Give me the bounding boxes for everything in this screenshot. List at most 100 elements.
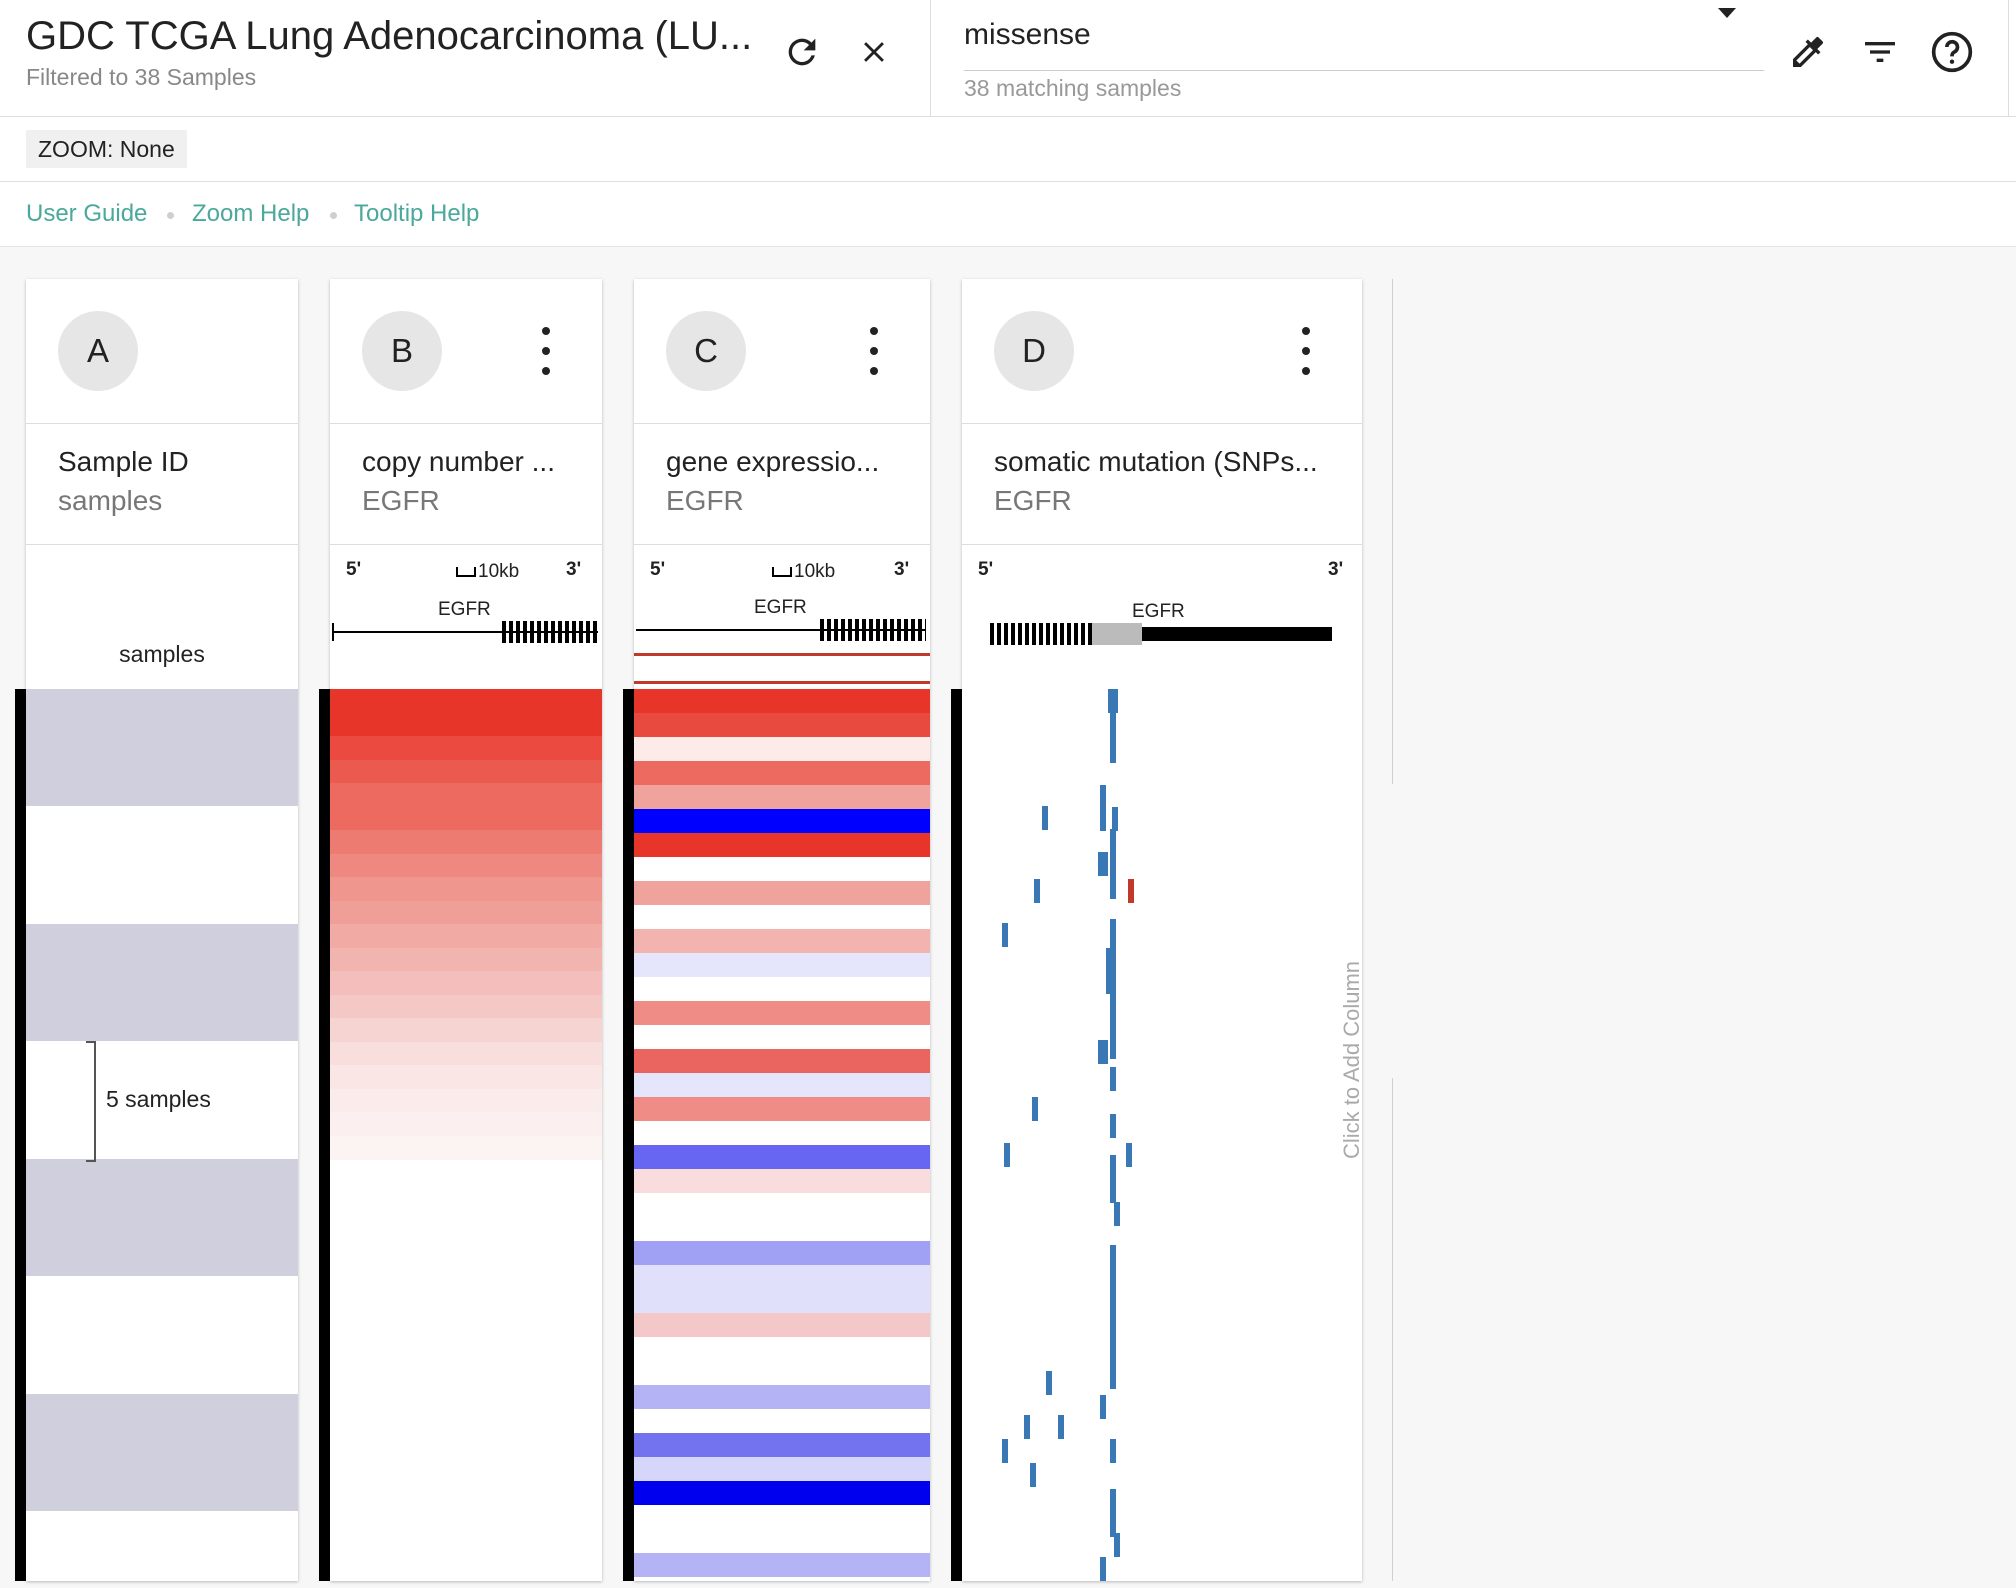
eyedropper-icon[interactable] [1780,24,1836,80]
zoom-help-link[interactable]: Zoom Help [192,200,310,227]
cnv-row [330,759,602,784]
more-vert-icon[interactable] [534,327,558,375]
somatic-mutation-track[interactable] [962,689,1362,1581]
three-prime-label: 3' [894,559,910,580]
cnv-row [330,1065,602,1089]
mutation-mark [1112,807,1118,831]
mutation-mark [1128,879,1134,903]
sample-band [26,1394,298,1511]
mutation-mark [1126,1143,1132,1167]
mutation-mark [1110,713,1116,763]
cnv-row [330,1112,602,1136]
gene-model-start [332,623,334,641]
cnv-row [330,1135,602,1160]
column-c-field-name: gene expressio... [666,446,880,477]
bracket-label: 5 samples [106,1086,211,1112]
gene-expression-heatmap[interactable] [634,689,930,1581]
add-column-button[interactable]: Click to Add Column [1339,960,1364,1160]
gene-model-line [636,629,926,631]
column-d-gene-model[interactable]: 5' 3' EGFR [962,545,1362,689]
copy-number-heatmap[interactable] [330,689,602,1581]
cnv-row [330,806,602,831]
filter-input-underline [964,70,1764,71]
column-b-avatar: B [362,311,442,391]
sample-band [26,689,298,806]
cohort-title[interactable]: GDC TCGA Lung Adenocarcinoma (LU... [26,14,753,58]
column-c-info[interactable]: gene expressio... EGFR [634,424,930,545]
mutation-mark [1110,1245,1116,1269]
expression-row [634,1193,930,1241]
cnv-row [330,947,602,972]
more-vert-icon[interactable] [862,327,886,375]
expression-row [634,881,930,905]
refresh-icon[interactable] [774,24,830,80]
help-links-bar: User Guide Zoom Help Tooltip Help [0,182,2016,247]
column-b-field-name: copy number ... [362,446,555,477]
expression-row [634,1409,930,1433]
cnv-row [330,783,602,807]
gene-model-exons [820,619,926,641]
expression-row [634,1481,930,1505]
five-prime-label: 5' [346,559,362,580]
filter-icon[interactable] [1852,24,1908,80]
sample-bracket [86,1041,96,1162]
column-a-field-sub: samples [58,485,163,516]
mutation-mark [1046,1371,1052,1395]
column-c-header: C [634,279,930,424]
mutation-mark [1110,1067,1116,1091]
column-d-info[interactable]: somatic mutation (SNPs... EGFR [962,424,1362,545]
scale-label: 10kb [794,561,836,582]
column-b-gene-model[interactable]: 5' 3' 10kb EGFR [330,545,602,689]
column-b-field-sub: EGFR [362,485,440,516]
close-icon[interactable] [846,24,902,80]
mutation-mark [1042,806,1048,830]
column-d-avatar: D [994,311,1074,391]
expression-row [634,953,930,977]
mutation-mark [1098,852,1108,876]
expression-row [634,737,930,761]
expression-row [634,1049,930,1073]
chevron-down-icon[interactable] [1718,8,1736,18]
cnv-row [330,971,602,995]
gene-model-cds [1142,627,1332,641]
add-column-line-top [1392,279,1393,784]
column-d-drag-bar[interactable] [951,689,962,1581]
tooltip-help-link[interactable]: Tooltip Help [354,200,480,227]
column-d-header: D [962,279,1362,424]
mutation-mark [1100,1557,1106,1581]
three-prime-label: 3' [1328,559,1344,580]
column-b-drag-bar[interactable] [319,689,330,1581]
mutation-mark [1034,879,1040,903]
column-c-gene-model[interactable]: 5' 3' 10kb EGFR [634,545,930,689]
expression-row [634,833,930,857]
column-c-drag-bar[interactable] [623,689,634,1581]
column-a-drag-bar[interactable] [15,689,26,1581]
column-c-field-sub: EGFR [666,485,744,516]
mutation-mark [1110,1489,1116,1537]
column-a-header: A [26,279,298,424]
expression-row [634,1169,930,1193]
mutation-mark [1098,1040,1108,1064]
zoom-status-chip: ZOOM: None [26,130,187,168]
expression-row [634,1457,930,1481]
expression-row [634,1097,930,1121]
more-vert-icon[interactable] [1294,327,1318,375]
cnv-row [330,994,602,1019]
sample-id-heatmap[interactable]: 5 samples [26,689,298,1581]
mutation-mark [1002,923,1008,947]
cnv-row [330,689,602,713]
column-b-info[interactable]: copy number ... EGFR [330,424,602,545]
exon-track-top [634,653,930,656]
filter-input[interactable]: missense [964,18,1091,51]
expression-row [634,929,930,953]
help-icon[interactable] [1924,24,1980,80]
column-a: A Sample ID samples samples 5 samples [26,279,298,1581]
mutation-mark [1024,1415,1030,1439]
column-a-info[interactable]: Sample ID samples [26,424,298,545]
header-divider [930,0,931,116]
user-guide-link[interactable]: User Guide [26,200,148,227]
column-c-avatar: C [666,311,746,391]
sample-band [26,1159,298,1276]
cnv-row [330,1018,602,1042]
expression-row [634,1313,930,1337]
